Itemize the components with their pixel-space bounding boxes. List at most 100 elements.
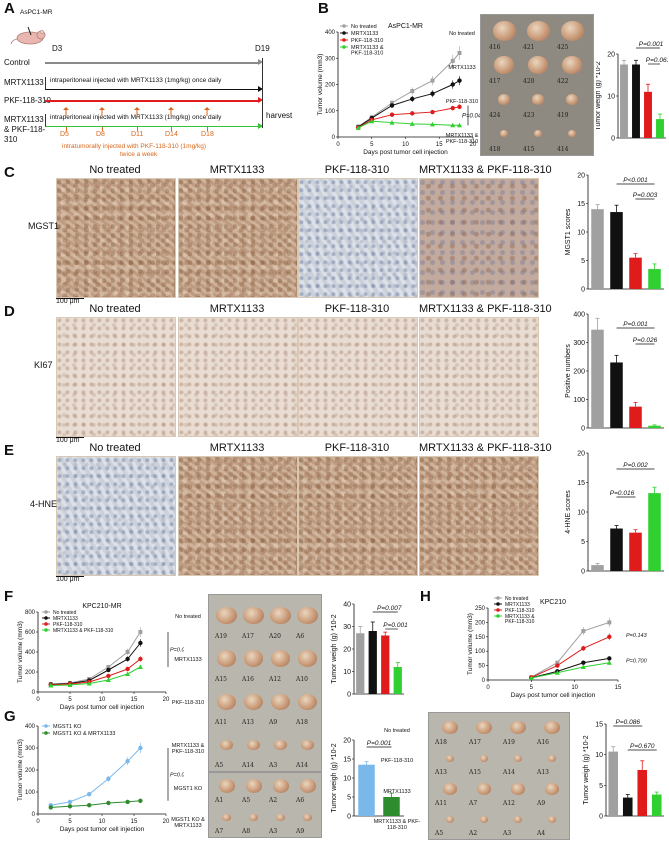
tumor-id-label: A18 <box>435 738 447 746</box>
tumor-id-label: A5 <box>435 830 444 837</box>
marker-label-4hne: 4-HNE <box>30 499 58 509</box>
data-point <box>430 109 435 115</box>
y-tick-label: 15 <box>595 722 603 729</box>
tumor-specimen <box>249 813 258 822</box>
tumor-id-label: A14 <box>296 762 308 769</box>
data-point <box>606 660 612 665</box>
chart-g-tumor-growth: 0 100 200 300 400 0 5 10 15 20 Days post tumor cel… <box>17 724 184 833</box>
tumor-id-label: 425 <box>557 44 569 51</box>
panel-label-f: F <box>4 588 14 605</box>
legend-label: No treated <box>53 610 77 616</box>
legend-marker <box>342 45 346 49</box>
tumor-id-label: A10 <box>296 676 308 683</box>
legend-label: PKF-118-310 <box>505 619 535 625</box>
p-value-label: P=0.042 <box>462 113 480 119</box>
tumor-id-label: A5 <box>242 797 251 804</box>
arrowhead-control <box>258 59 263 65</box>
timeline-control <box>45 62 260 64</box>
bar <box>637 770 648 816</box>
bar <box>393 667 402 694</box>
row-label-combo: MRTX1133 & PKF-118-310 <box>4 115 46 144</box>
tumor-specimen <box>271 693 290 710</box>
tumor-id-label: A3 <box>503 830 512 837</box>
tumor-specimen <box>565 94 579 105</box>
legend-marker <box>44 622 48 626</box>
ihc-column-header: No treated <box>89 164 141 176</box>
p-value-label: P=0.061 <box>646 57 668 64</box>
chart-f-tumor-weight: 0 10 20 30 40 Tumor weigh (g) *10-2 P=0.007 P=0… <box>331 602 408 699</box>
data-point <box>389 112 395 117</box>
y-axis-label: Tumor volume (mm3) <box>17 739 24 801</box>
tumor-id-label: A12 <box>503 799 515 807</box>
dose-day-label: D8 <box>96 131 105 138</box>
tumor-specimen <box>513 754 523 763</box>
bar <box>383 797 400 816</box>
bar <box>610 212 623 289</box>
tumor-id-label: A19 <box>215 633 227 640</box>
y-axis-label: Tumor volume (mm3) <box>317 54 324 116</box>
data-point <box>450 122 456 128</box>
tumor-id-label: A13 <box>537 769 549 776</box>
harvest-label: harvest <box>266 111 293 120</box>
bar <box>620 64 628 138</box>
y-tick-label: 100 <box>25 790 36 796</box>
y-axis-label: Tumor weigh (g) *10-2 <box>331 743 338 812</box>
tumor-specimen <box>272 779 289 793</box>
tumor-id-label: A2 <box>269 797 278 804</box>
tumor-id-label: 422 <box>557 78 569 85</box>
tumor-specimen <box>218 779 235 793</box>
y-tick-label: 10 <box>343 776 351 783</box>
series-line <box>531 636 610 678</box>
photo-row-label: MRTX1133 <box>174 657 202 664</box>
ihc-column-header: No treated <box>89 303 141 315</box>
data-point <box>389 120 395 125</box>
data-point <box>125 656 130 662</box>
tumor-id-label: 417 <box>489 78 501 85</box>
tumor-id-label: A3 <box>269 762 278 769</box>
panel-label-c: C <box>4 164 15 181</box>
data-point <box>369 118 375 124</box>
tumor-specimen <box>493 56 515 74</box>
chart-b-tumor-growth: 0 100 200 300 400 0 5 10 15 20 Days post tumor cel… <box>317 23 480 156</box>
data-point <box>389 103 395 108</box>
y-tick-label: 5 <box>599 783 603 790</box>
x-tick-label: 5 <box>68 697 72 703</box>
y-tick-label: 40 <box>343 602 351 609</box>
legend-label: MRTX1133 & PKF-118-310 <box>53 628 114 634</box>
bar <box>591 209 604 289</box>
y-tick-label: 200 <box>25 670 36 676</box>
photo-row-label: MRTX1133 & PKF-118-310 <box>445 132 479 145</box>
y-axis-label: MGST1 scores <box>565 208 572 255</box>
tumor-specimen <box>561 56 583 74</box>
photo-row-label: MRTX1133 <box>448 64 476 71</box>
tumor-specimen <box>492 21 516 41</box>
bar <box>381 635 390 694</box>
p-value-label: P=0.700 <box>626 659 648 665</box>
y-axis-label: Positive numbers <box>565 344 572 398</box>
legend-marker <box>496 614 500 618</box>
tumor-specimen <box>545 782 559 795</box>
data-point <box>410 89 415 94</box>
tumor-id-label: 421 <box>523 44 535 51</box>
tumor-id-label: A16 <box>537 738 549 746</box>
y-tick-label: 15 <box>343 757 351 764</box>
data-point <box>106 776 111 781</box>
tumor-id-label: A18 <box>296 719 308 726</box>
tumor-id-label: A4 <box>537 830 546 837</box>
tumor-id-label: A6 <box>296 633 305 640</box>
tumor-specimen <box>298 693 317 710</box>
ihc-micrograph <box>298 456 418 576</box>
tumor-specimen <box>274 739 287 751</box>
legend-label: PKF-118-310 <box>351 51 383 57</box>
x-tick-label: 10 <box>99 697 106 703</box>
y-tick-label: 20 <box>577 451 585 458</box>
y-axis-label: Tumor volume (mm3) <box>17 621 24 683</box>
y-tick-label: 300 <box>325 56 336 62</box>
tumor-specimen <box>245 779 262 793</box>
y-tick-label: 400 <box>25 650 36 656</box>
p-value-label: P=0.001 <box>383 622 408 629</box>
data-point <box>138 640 143 646</box>
legend-label: MRTX1133 <box>53 616 78 622</box>
scale-bar-label: 100 μm <box>56 437 80 444</box>
legend-label: No treated <box>505 596 529 602</box>
